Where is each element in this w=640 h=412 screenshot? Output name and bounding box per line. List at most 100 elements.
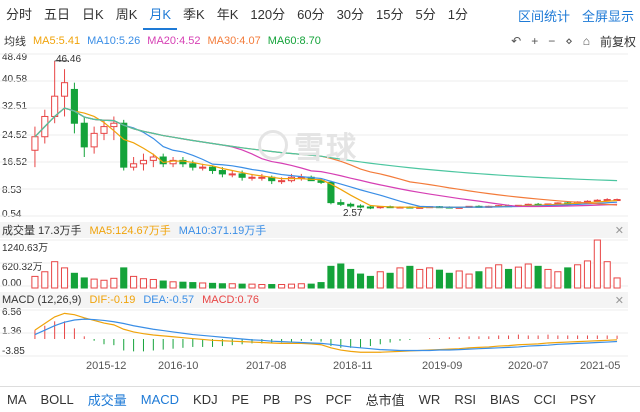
reset-icon[interactable]: ↶	[511, 34, 522, 48]
volume-bar	[208, 282, 217, 289]
watermark-logo-icon	[258, 130, 288, 160]
volume-bar	[258, 284, 266, 289]
ind-ma[interactable]: MA	[7, 392, 27, 407]
candle-body	[130, 163, 138, 168]
ind-psy[interactable]: PSY	[570, 392, 597, 407]
tab-period-5[interactable]: 季K	[183, 7, 205, 22]
candle-body	[258, 176, 266, 179]
volume-chart[interactable]	[0, 238, 640, 290]
volume-bar	[80, 277, 88, 289]
volume-label: 成交量 17.3万手	[2, 225, 82, 237]
ma20-value: MA20:4.52	[147, 35, 201, 47]
tab-period-9[interactable]: 30分	[336, 7, 365, 22]
volume-bar	[613, 277, 621, 289]
candle-body	[60, 82, 69, 97]
ma5-value: MA5:5.41	[33, 35, 81, 47]
candle-body	[228, 173, 236, 176]
ind-market-cap[interactable]: 总市值	[365, 393, 405, 408]
volume-bar	[376, 271, 384, 289]
volume-bar	[366, 275, 374, 289]
volume-bar	[337, 263, 345, 289]
candle-body	[337, 202, 345, 205]
volume-bar	[218, 283, 226, 289]
ind-boll[interactable]: BOLL	[40, 392, 74, 407]
tab-period-10[interactable]: 15分	[376, 7, 404, 22]
volume-bar	[406, 265, 414, 289]
volume-bar	[347, 268, 355, 289]
vol-tick-0: 1240.63万	[2, 243, 49, 254]
adjust-select[interactable]: 前复权	[599, 34, 636, 49]
chart-toolbar: ↶ + − ⋄ ⌂ 前复权	[511, 32, 636, 50]
volume-bar	[564, 267, 572, 289]
volume-bar	[179, 281, 187, 289]
candlestick-chart[interactable]	[0, 52, 640, 222]
x-axis: 2015-12 2016-10 2017-08 2018-11 2019-09 …	[0, 360, 640, 374]
candle-body	[603, 199, 611, 202]
tab-period-0[interactable]: 分时	[6, 7, 33, 22]
macd-close-icon[interactable]: ✕	[614, 294, 624, 307]
ind-pcf[interactable]: PCF	[325, 392, 352, 407]
ind-cci[interactable]: CCI	[533, 392, 557, 407]
volume-bar	[60, 267, 69, 289]
tab-period-12[interactable]: 1分	[447, 7, 468, 22]
ma10-value: MA10:5.26	[87, 35, 141, 47]
volume-bar	[327, 265, 335, 289]
low-mark-label: 2.57	[343, 208, 363, 219]
ind-bias[interactable]: BIAS	[490, 392, 520, 407]
candle-body	[208, 166, 217, 172]
more-icon[interactable]: ⋄	[565, 34, 573, 48]
tab-period-8[interactable]: 60分	[297, 7, 325, 22]
indicator-bar: MA BOLL 成交量 MACD KDJ PE PB PS PCF 总市值 WR…	[0, 386, 640, 412]
ind-volume[interactable]: 成交量	[87, 393, 127, 408]
ind-macd[interactable]: MACD	[140, 392, 180, 407]
macd-tick-2: -3.85	[2, 346, 25, 357]
ind-pe[interactable]: PE	[231, 392, 249, 407]
ind-ps[interactable]: PS	[294, 392, 312, 407]
range-stats-link[interactable]: 区间统计	[517, 8, 570, 24]
info-icon[interactable]: ⌂	[582, 34, 590, 48]
candle-body	[110, 122, 118, 128]
volume-bar	[159, 280, 167, 289]
price-tick-5: 8.53	[2, 185, 22, 196]
volume-bar	[416, 268, 424, 289]
zoom-in-icon[interactable]: +	[531, 34, 539, 48]
ind-rsi[interactable]: RSI	[454, 392, 476, 407]
ind-kdj[interactable]: KDJ	[193, 392, 218, 407]
volume-bar	[554, 271, 562, 289]
volume-bar	[435, 269, 444, 289]
volume-bar	[268, 284, 276, 289]
volume-bar	[149, 278, 157, 289]
candle-body	[238, 173, 246, 178]
fullscreen-link[interactable]: 全屏显示	[581, 8, 634, 24]
volume-bar	[504, 268, 513, 289]
candle-body	[90, 132, 98, 148]
tab-period-2[interactable]: 日K	[82, 7, 104, 22]
tab-period-1[interactable]: 五日	[44, 7, 71, 22]
macd-chart[interactable]	[0, 308, 640, 360]
x-tick-4: 2019-09	[422, 360, 463, 372]
volume-bar	[307, 283, 315, 289]
macd-dea: DEA:-0.57	[143, 294, 195, 306]
volume-bar	[199, 282, 207, 289]
volume-bar	[120, 267, 128, 289]
tab-period-6[interactable]: 年K	[216, 7, 239, 22]
volume-bar	[297, 283, 305, 289]
ind-pb[interactable]: PB	[262, 392, 281, 407]
tab-period-7[interactable]: 120分	[250, 7, 286, 22]
tab-period-4[interactable]: 月K	[143, 0, 178, 30]
watermark: 雪球	[258, 123, 358, 167]
volume-bar	[130, 275, 138, 289]
volume-bar	[534, 265, 542, 289]
volume-bar	[475, 271, 483, 289]
volume-bar	[90, 278, 98, 289]
tab-period-11[interactable]: 5分	[415, 7, 436, 22]
volume-bar	[41, 271, 49, 289]
candle-body	[31, 136, 39, 151]
tab-period-3[interactable]: 周K	[115, 7, 138, 22]
zoom-out-icon[interactable]: −	[548, 34, 556, 48]
ind-wr[interactable]: WR	[418, 392, 441, 407]
volume-close-icon[interactable]: ✕	[614, 224, 624, 237]
candle-body	[120, 122, 128, 168]
volume-bar	[100, 279, 108, 289]
ma30-value: MA30:4.07	[207, 35, 261, 47]
